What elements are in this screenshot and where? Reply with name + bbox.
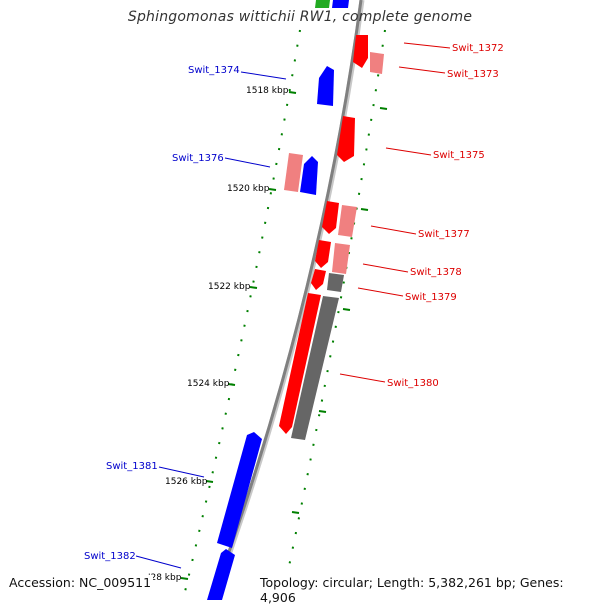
gene-arrow-swit-1372[interactable]: [353, 35, 368, 68]
gene-arrow-swit-1376-b[interactable]: [300, 156, 318, 195]
gene-arrow-swit-1377-a[interactable]: [322, 201, 339, 234]
leader-swit-1379: [357, 287, 404, 297]
major-ticks: [180, 91, 388, 580]
gene-label-swit-1382[interactable]: Swit_1382: [84, 551, 136, 562]
tick-1520: [268, 188, 277, 191]
leader-swit-1381: [158, 466, 205, 478]
tick-1524: [227, 383, 236, 386]
genome-backbone: [210, 0, 365, 600]
gene-label-swit-1379[interactable]: Swit_1379: [405, 292, 457, 303]
tick-1528: [180, 577, 189, 580]
gene-labels: Swit_1372 Swit_1373 Swit_1374 Swit_1375 …: [84, 43, 504, 562]
label-leaders: [135, 42, 451, 569]
gene-label-swit-1381[interactable]: Swit_1381: [106, 461, 158, 472]
gene-label-swit-1375[interactable]: Swit_1375: [433, 150, 485, 161]
tick-1526: [205, 480, 214, 483]
gene-label-swit-1378[interactable]: Swit_1378: [410, 267, 462, 278]
ruler-track: [182, 29, 386, 600]
tick-label: 1520 kbp: [227, 184, 270, 194]
gene-arrow-partial-green[interactable]: [315, 0, 330, 8]
gene-label-swit-1373[interactable]: Swit_1373: [447, 69, 499, 80]
leader-swit-1375: [385, 147, 432, 156]
inner-ruler-dots: [182, 29, 301, 600]
leader-swit-1372: [403, 42, 451, 49]
leader-swit-1380: [339, 373, 386, 383]
gene-arrow-swit-1378-b[interactable]: [332, 243, 350, 274]
tick-label: 1518 kbp: [246, 86, 289, 96]
gene-arrow-swit-1377-b[interactable]: [338, 205, 357, 237]
tick-label: 1526 kbp: [165, 477, 208, 487]
backbone-line: [210, 0, 363, 600]
gene-arrow-swit-1373[interactable]: [370, 52, 384, 74]
leader-swit-1374: [240, 71, 287, 80]
tick-1518: [288, 91, 297, 94]
gene-arrow-swit-1378-a[interactable]: [315, 240, 331, 268]
gene-label-swit-1372[interactable]: Swit_1372: [452, 43, 504, 54]
tick-outer-1: [379, 107, 388, 110]
tick-labels: 1518 kbp 1520 kbp 1522 kbp 1524 kbp 1526…: [148, 86, 289, 583]
tick-label: '28 kbp: [148, 573, 182, 583]
tick-outer-3: [342, 308, 351, 311]
map-title: Sphingomonas wittichii RW1, complete gen…: [127, 9, 473, 25]
gene-arrow-swit-1382[interactable]: [207, 549, 235, 600]
leader-swit-1376: [224, 157, 271, 168]
gene-arrow-partial-blue[interactable]: [332, 0, 349, 8]
tick-outer-2: [360, 208, 369, 211]
leader-swit-1373: [398, 66, 446, 74]
gene-arrow-swit-1380-a[interactable]: [279, 293, 321, 434]
gene-arrow-swit-1379-a[interactable]: [311, 269, 326, 290]
gene-arrow-swit-1381[interactable]: [217, 432, 262, 548]
tick-label: 1524 kbp: [187, 379, 230, 389]
accession-text: Accession: NC_009511: [9, 575, 154, 590]
tick-outer-4: [318, 410, 327, 413]
gene-arrow-swit-1379-b[interactable]: [327, 273, 344, 292]
genome-summary-text: Topology: circular; Length: 5,382,261 bp…: [260, 575, 600, 605]
gene-label-swit-1374[interactable]: Swit_1374: [188, 65, 240, 76]
gene-arrow-swit-1374[interactable]: [317, 66, 334, 106]
leader-swit-1382: [135, 555, 182, 569]
tick-outer-5: [291, 511, 300, 514]
gene-label-swit-1376[interactable]: Swit_1376: [172, 153, 224, 164]
gene-label-swit-1380[interactable]: Swit_1380: [387, 378, 439, 389]
leader-swit-1378: [362, 263, 409, 273]
gene-arrow-swit-1375[interactable]: [337, 116, 355, 162]
leader-swit-1377: [370, 225, 417, 235]
gene-label-swit-1377[interactable]: Swit_1377: [418, 229, 470, 240]
tick-1522: [249, 286, 258, 289]
gene-features: [207, 35, 384, 600]
gene-arrow-swit-1380-b[interactable]: [291, 296, 339, 440]
tick-label: 1522 kbp: [208, 282, 251, 292]
gene-arrow-swit-1376-a[interactable]: [284, 153, 303, 192]
